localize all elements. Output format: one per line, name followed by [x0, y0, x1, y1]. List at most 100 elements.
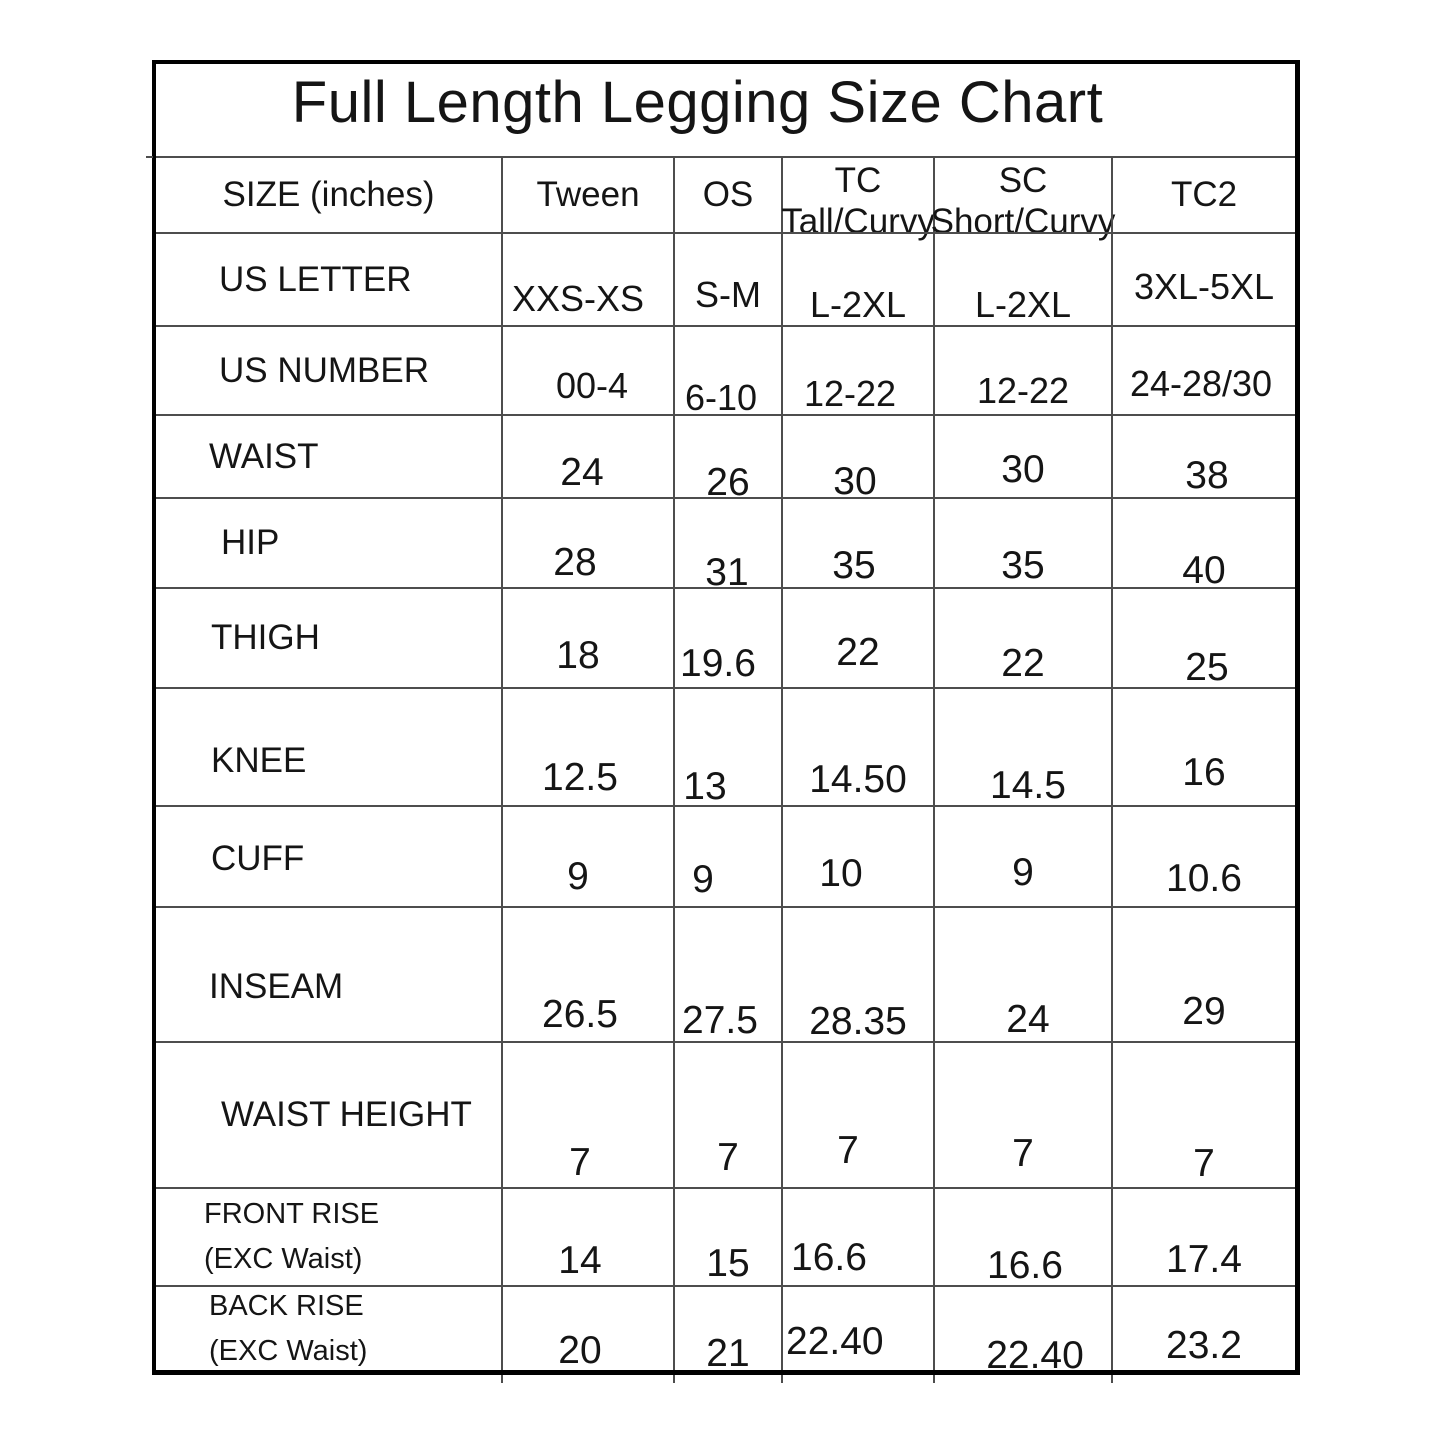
column-header-text: SC Short/Curvy — [930, 160, 1116, 241]
value-cell: 24-28/30 — [1111, 325, 1295, 414]
row-label-text: WAIST — [209, 436, 319, 476]
value-cell: 25 — [1111, 587, 1295, 689]
value-cell-text: 6-10 — [684, 376, 758, 418]
column-header-text: OS — [702, 175, 754, 215]
row-label: KNEE — [156, 687, 501, 805]
value-cell-text: 27.5 — [682, 998, 758, 1042]
value-cell-text: 9 — [1012, 850, 1034, 894]
value-cell-text: 22.40 — [786, 1319, 884, 1363]
value-cell-text: 10 — [819, 851, 863, 895]
value-cell-text: XXS-XS — [511, 277, 645, 319]
value-cell-text: 20 — [558, 1328, 602, 1372]
line-stub-bottom — [673, 1375, 675, 1383]
column-header: OS — [673, 156, 781, 232]
row-label: INSEAM — [156, 906, 501, 1041]
value-cell-text: L-2XL — [809, 283, 907, 325]
value-cell-text: 13 — [683, 765, 727, 808]
value-cell: 7 — [933, 1041, 1111, 1187]
value-cell: 24 — [501, 414, 673, 497]
value-cell: 15 — [673, 1187, 781, 1285]
value-cell: 13 — [673, 687, 781, 808]
column-header-text: SIZE (inches) — [222, 175, 435, 215]
value-cell-text: 14 — [558, 1239, 602, 1282]
value-cell: 28.35 — [781, 906, 933, 1043]
value-cell: 7 — [1111, 1041, 1295, 1187]
row-label: WAIST HEIGHT — [156, 1041, 501, 1187]
value-cell: L-2XL — [781, 232, 933, 325]
value-cell-text: 12.5 — [542, 756, 618, 799]
value-cell: 3XL-5XL — [1111, 232, 1295, 325]
row-label-text: THIGH — [211, 618, 320, 657]
value-cell: 35 — [781, 497, 933, 587]
value-cell: 7 — [501, 1041, 673, 1187]
value-cell-text: 23.2 — [1166, 1323, 1242, 1367]
value-cell: 22.40 — [933, 1285, 1111, 1377]
value-cell: 14.50 — [781, 687, 933, 805]
value-cell: 26.5 — [501, 906, 673, 1041]
value-cell-text: 21 — [706, 1331, 750, 1375]
value-cell: 17.4 — [1111, 1187, 1295, 1285]
value-cell-text: 7 — [1193, 1142, 1215, 1185]
value-cell: 7 — [781, 1041, 933, 1187]
value-cell: 30 — [933, 414, 1111, 497]
value-cell: 35 — [933, 497, 1111, 587]
value-cell: 28 — [501, 497, 673, 587]
value-cell-text: 15 — [706, 1242, 750, 1285]
value-cell-text: L-2XL — [974, 283, 1072, 325]
value-cell: 31 — [673, 497, 781, 594]
value-cell-text: 25 — [1185, 646, 1229, 689]
value-cell: 16.6 — [933, 1187, 1111, 1287]
value-cell: 7 — [673, 1041, 781, 1187]
chart-title-text: Full Length Legging Size Chart — [291, 69, 1104, 135]
value-cell-text: 24 — [560, 450, 604, 494]
value-cell-text: 28.35 — [809, 999, 907, 1043]
value-cell: 10.6 — [1111, 805, 1295, 906]
value-cell: 20 — [501, 1285, 673, 1372]
value-cell-text: 3XL-5XL — [1133, 265, 1275, 307]
value-cell: 40 — [1111, 497, 1295, 592]
value-cell-text: 28 — [553, 541, 597, 584]
value-cell-text: 9 — [567, 854, 589, 898]
row-label-text: CUFF — [211, 838, 305, 878]
value-cell: 16 — [1111, 687, 1295, 805]
value-cell-text: 16 — [1182, 751, 1226, 794]
value-cell-text: 24-28/30 — [1129, 362, 1273, 404]
value-cell-text: 22 — [1001, 642, 1045, 685]
value-cell-text: 35 — [1001, 544, 1045, 587]
line-stub-bottom — [1111, 1375, 1113, 1383]
size-chart-table: Full Length Legging Size Chart SIZE (inch… — [152, 60, 1300, 1377]
value-cell: XXS-XS — [501, 232, 673, 325]
value-cell: 16.6 — [781, 1187, 933, 1285]
column-header: SIZE (inches) — [156, 156, 501, 232]
row-label-text: US LETTER — [219, 259, 412, 299]
value-cell: 27.5 — [673, 906, 781, 1042]
value-cell-text: 35 — [832, 544, 876, 587]
row-label-text: US NUMBER — [219, 350, 430, 390]
row-label-text: FRONT RISE (EXC Waist) — [204, 1198, 380, 1275]
size-chart-grid: Full Length Legging Size Chart SIZE (inch… — [156, 64, 1295, 1377]
value-cell-text: 29 — [1182, 989, 1226, 1033]
column-header: TC2 — [1111, 156, 1295, 232]
row-label-text: WAIST HEIGHT — [221, 1095, 472, 1134]
value-cell-text: 22.40 — [986, 1333, 1084, 1377]
value-cell: 29 — [1111, 906, 1295, 1041]
value-cell: 6-10 — [673, 325, 781, 418]
value-cell-text: 26 — [706, 460, 750, 504]
line-stub-left — [146, 156, 153, 158]
line-stub-bottom — [781, 1375, 783, 1383]
value-cell: 14 — [501, 1187, 673, 1285]
value-cell-text: 7 — [717, 1136, 739, 1179]
value-cell: L-2XL — [933, 232, 1111, 325]
value-cell-text: 7 — [837, 1129, 859, 1172]
column-header-text: TC2 — [1170, 175, 1238, 215]
value-cell-text: 30 — [833, 459, 877, 503]
value-cell: 19.6 — [673, 587, 781, 687]
value-cell-text: 12-22 — [976, 369, 1070, 411]
row-label: US LETTER — [156, 232, 501, 325]
row-label-text: INSEAM — [209, 966, 344, 1006]
value-cell: 9 — [501, 805, 673, 906]
line-stub-bottom — [933, 1375, 935, 1383]
value-cell: 12-22 — [933, 325, 1111, 414]
value-cell: 21 — [673, 1285, 781, 1375]
